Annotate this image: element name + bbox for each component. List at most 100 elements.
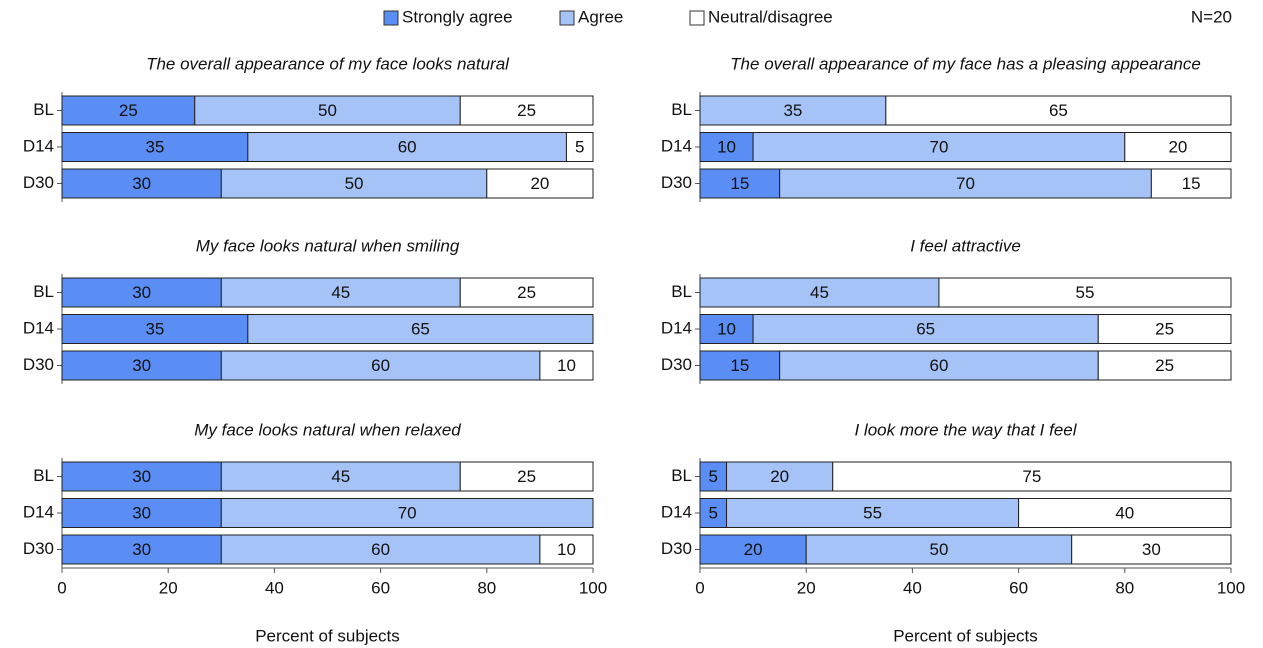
- bar-segment: Strongly agree: [699, 314, 754, 344]
- bar-segment: Agree: [779, 350, 1099, 381]
- data-label: 20: [1168, 137, 1187, 156]
- y-tick-label: D30: [23, 173, 54, 192]
- data-label: 5: [709, 467, 718, 486]
- x-tick-label: 100: [579, 578, 607, 597]
- data-label: 25: [517, 283, 536, 302]
- bar-segment: Agree: [220, 498, 594, 528]
- bar-segment: Agree: [247, 314, 594, 344]
- data-label: 65: [916, 319, 935, 338]
- bar-segment: Neutral/disagree: [1097, 350, 1232, 381]
- y-tick-label: BL: [671, 466, 692, 485]
- data-label: 30: [132, 174, 151, 193]
- bar-segment: Agree: [220, 277, 461, 308]
- data-label: 50: [929, 540, 948, 559]
- data-label: 20: [744, 540, 763, 559]
- y-tick-label: BL: [671, 100, 692, 119]
- data-label: 30: [132, 467, 151, 486]
- bar-segment: Neutral/disagree: [1124, 132, 1232, 162]
- bar-segment: Neutral/disagree: [938, 277, 1232, 308]
- y-tick-label: D14: [23, 318, 54, 337]
- note: N=20: [1191, 7, 1232, 26]
- y-tick-label: D30: [661, 539, 692, 558]
- bar-segment: Agree: [220, 534, 541, 565]
- bar-segment: Strongly agree: [61, 95, 196, 126]
- x-tick-label: 100: [1217, 578, 1245, 597]
- data-label: 25: [517, 467, 536, 486]
- bar-segment: Neutral/disagree: [1018, 498, 1232, 528]
- data-label: 30: [132, 503, 151, 522]
- bar-segment: Strongly agree: [61, 534, 222, 565]
- bar-segment: Neutral/disagree: [1071, 534, 1232, 565]
- data-label: 75: [1022, 467, 1041, 486]
- y-tick-label: D30: [661, 355, 692, 374]
- bar-segment: Agree: [699, 277, 940, 308]
- data-label: 25: [517, 101, 536, 120]
- data-label: 30: [132, 283, 151, 302]
- bar-segment: Agree: [752, 132, 1126, 162]
- bar-segment: Strongly agree: [61, 314, 249, 344]
- y-tick-label: D14: [23, 502, 54, 521]
- y-tick-label: BL: [33, 100, 54, 119]
- data-label: 25: [119, 101, 138, 120]
- data-label: 25: [1155, 356, 1174, 375]
- data-label: 5: [575, 137, 584, 156]
- bar-segment: Neutral/disagree: [539, 350, 594, 381]
- legend-label: Strongly agree: [402, 7, 513, 26]
- bar-segment: Agree: [220, 350, 541, 381]
- chart-title: The overall appearance of my face looks …: [146, 54, 510, 73]
- bar-segment: Agree: [699, 95, 887, 126]
- data-label: 35: [145, 319, 164, 338]
- bar-segment: Strongly agree: [61, 498, 222, 528]
- bar-segment: Neutral/disagree: [459, 95, 594, 126]
- data-label: 65: [411, 319, 430, 338]
- data-label: 60: [929, 356, 948, 375]
- data-label: 55: [863, 503, 882, 522]
- bar-segment: Neutral/disagree: [885, 95, 1232, 126]
- data-label: 45: [810, 283, 829, 302]
- x-axis-label: Percent of subjects: [893, 626, 1038, 645]
- x-tick-label: 60: [1009, 578, 1028, 597]
- data-label: 10: [557, 356, 576, 375]
- chart-title: I feel attractive: [910, 236, 1021, 255]
- chart-title: I look more the way that I feel: [854, 420, 1077, 439]
- bar-segment: Neutral/disagree: [832, 461, 1232, 492]
- y-tick-label: D30: [661, 173, 692, 192]
- data-label: 10: [557, 540, 576, 559]
- x-tick-label: 60: [371, 578, 390, 597]
- data-label: 35: [145, 137, 164, 156]
- data-label: 10: [717, 137, 736, 156]
- data-label: 30: [132, 540, 151, 559]
- data-label: 30: [132, 356, 151, 375]
- data-label: 70: [956, 174, 975, 193]
- data-label: 60: [371, 540, 390, 559]
- bar-segment: Strongly agree: [61, 277, 222, 308]
- data-label: 55: [1076, 283, 1095, 302]
- bar-segment: Agree: [194, 95, 461, 126]
- data-label: 15: [1182, 174, 1201, 193]
- data-label: 50: [345, 174, 364, 193]
- x-tick-label: 40: [903, 578, 922, 597]
- y-tick-label: D14: [661, 136, 692, 155]
- data-label: 70: [398, 503, 417, 522]
- bar-segment: Neutral/disagree: [459, 461, 594, 492]
- bar-segment: Strongly agree: [699, 498, 728, 528]
- y-tick-label: D14: [661, 318, 692, 337]
- chart-title: My face looks natural when smiling: [196, 236, 460, 255]
- bar-segment: Strongly agree: [61, 132, 249, 162]
- bar-segment: Agree: [220, 461, 461, 492]
- data-label: 15: [730, 174, 749, 193]
- chart-title: The overall appearance of my face has a …: [730, 54, 1201, 73]
- data-label: 65: [1049, 101, 1068, 120]
- data-label: 30: [1142, 540, 1161, 559]
- bar-segment: Neutral/disagree: [1150, 168, 1232, 199]
- data-label: 35: [783, 101, 802, 120]
- data-label: 20: [530, 174, 549, 193]
- bar-segment: Agree: [726, 461, 834, 492]
- data-label: 50: [318, 101, 337, 120]
- bar-segment: Strongly agree: [699, 534, 807, 565]
- bar-segment: Neutral/disagree: [1097, 314, 1232, 344]
- x-tick-label: 20: [797, 578, 816, 597]
- x-tick-label: 80: [1115, 578, 1134, 597]
- y-tick-label: D14: [23, 136, 54, 155]
